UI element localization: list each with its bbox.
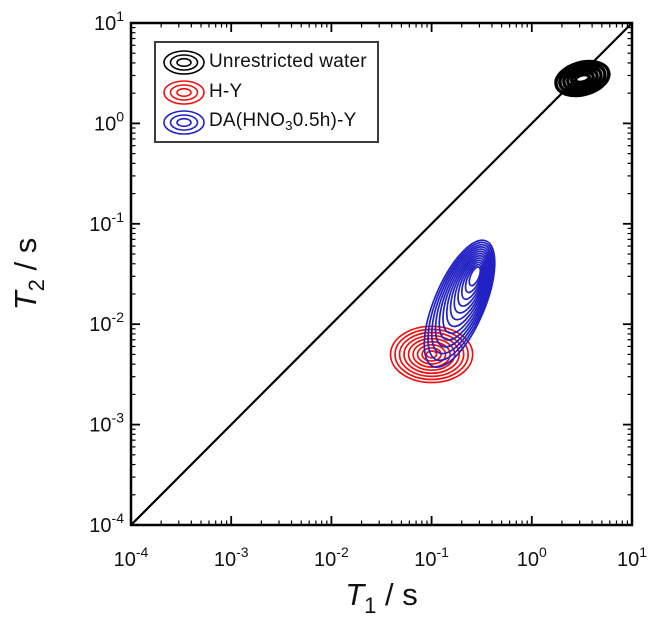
contour-ring bbox=[554, 59, 611, 98]
contour-ring bbox=[423, 239, 496, 369]
legend: Unrestricted water H-Y DA(HNO30.5h)-Y bbox=[154, 41, 379, 143]
contour-ring bbox=[421, 347, 442, 362]
plot-frame bbox=[129, 21, 634, 527]
legend-label: H-Y bbox=[209, 81, 243, 102]
contour-series-2 bbox=[423, 239, 496, 369]
x-tick-label-0: 100 bbox=[517, 544, 547, 571]
contour-ring bbox=[569, 70, 595, 87]
contour-ring bbox=[562, 65, 603, 92]
legend-item-0: Unrestricted water bbox=[161, 47, 367, 77]
contour-ring bbox=[457, 259, 485, 307]
y-axis-title: T2 / s bbox=[8, 238, 49, 311]
contour-ring bbox=[449, 254, 488, 321]
legend-label: Unrestricted water bbox=[209, 51, 367, 72]
y-tick-label--1: 10-1 bbox=[89, 209, 124, 236]
legend-contour-swatch-icon bbox=[163, 79, 205, 105]
contour-ring bbox=[430, 243, 494, 355]
contour-ring bbox=[566, 67, 599, 90]
contour-ring bbox=[460, 261, 484, 301]
contour-ring bbox=[425, 350, 438, 359]
legend-item-1: H-Y bbox=[161, 77, 367, 107]
x-axis-title: T1 / s bbox=[345, 577, 418, 618]
contour-ring bbox=[434, 246, 493, 348]
legend-item-2: DA(HNO30.5h)-Y bbox=[161, 107, 367, 137]
contour-ring bbox=[558, 62, 607, 95]
contour-ring bbox=[453, 257, 486, 314]
x-tick-label--4: 10-4 bbox=[114, 544, 149, 571]
legend-label: DA(HNO30.5h)-Y bbox=[209, 110, 357, 134]
x-tick-label--1: 10-1 bbox=[414, 544, 449, 571]
y-tick-label--2: 10-2 bbox=[89, 309, 124, 336]
diagonal-t1-equals-t2-line bbox=[130, 22, 633, 526]
y-tick-label-1: 101 bbox=[94, 8, 124, 35]
legend-contour-swatch-icon bbox=[163, 109, 205, 135]
y-tick-label-0: 100 bbox=[94, 108, 124, 135]
contour-ring bbox=[442, 250, 490, 335]
contour-ring bbox=[438, 248, 491, 341]
x-tick-label--3: 10-3 bbox=[214, 544, 249, 571]
contour-ring bbox=[427, 241, 495, 362]
y-tick-label--3: 10-3 bbox=[89, 410, 124, 437]
x-tick-label-1: 101 bbox=[617, 544, 647, 571]
contour-ring bbox=[468, 266, 482, 287]
x-tick-label--2: 10-2 bbox=[314, 544, 349, 571]
contour-ring bbox=[416, 343, 447, 365]
contour-series-0 bbox=[554, 59, 611, 98]
contour-ring bbox=[445, 252, 489, 328]
legend-contour-swatch-icon bbox=[163, 49, 205, 75]
contour-ring bbox=[573, 72, 591, 85]
y-tick-label--4: 10-4 bbox=[89, 510, 124, 537]
